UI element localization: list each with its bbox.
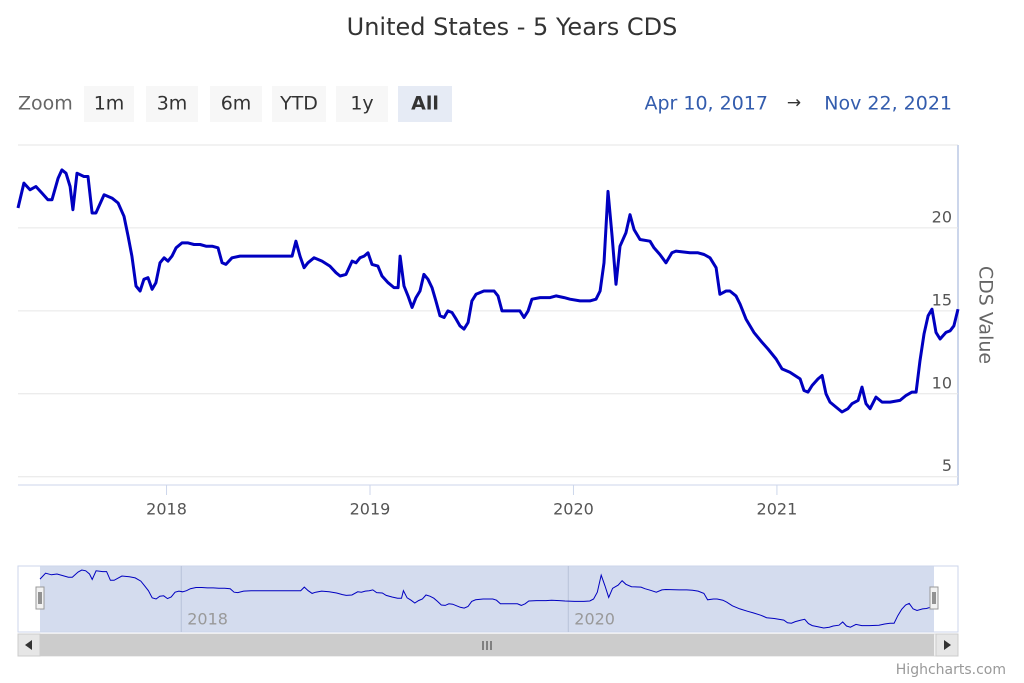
zoom-label: Zoom bbox=[18, 93, 73, 115]
y-tick-label: 5 bbox=[942, 456, 952, 475]
x-tick-label: 2018 bbox=[146, 500, 187, 519]
zoom-button-label[interactable]: All bbox=[411, 93, 439, 115]
navigator-handle[interactable] bbox=[929, 586, 939, 610]
scrollbar-right-arrow bbox=[944, 640, 951, 650]
y-tick-label: 15 bbox=[932, 290, 952, 309]
navigator-series bbox=[39, 569, 935, 629]
y-tick-label: 20 bbox=[932, 207, 952, 226]
zoom-button[interactable] bbox=[84, 86, 134, 122]
scrollbar-left-arrow bbox=[25, 640, 32, 650]
navigator-handle-grip bbox=[38, 592, 42, 604]
chart-title: United States - 5 Years CDS bbox=[347, 13, 678, 41]
range-arrow: → bbox=[787, 93, 801, 113]
navigator-tick-label: 2020 bbox=[574, 610, 615, 629]
navigator-handle[interactable] bbox=[35, 586, 45, 610]
range-to[interactable]: Nov 22, 2021 bbox=[824, 93, 952, 115]
navigator-tick-label: 2018 bbox=[187, 610, 228, 629]
x-tick-label: 2020 bbox=[553, 500, 594, 519]
zoom-button-label[interactable]: 3m bbox=[157, 93, 188, 115]
zoom-button[interactable] bbox=[398, 86, 452, 122]
zoom-button-label[interactable]: 1y bbox=[350, 93, 373, 115]
zoom-button-label[interactable]: YTD bbox=[279, 93, 318, 115]
credit[interactable]: Highcharts.com bbox=[896, 662, 1006, 678]
zoom-button-label[interactable]: 1m bbox=[94, 93, 125, 115]
x-tick-label: 2021 bbox=[757, 500, 798, 519]
y-axis-title: CDS Value bbox=[975, 266, 997, 364]
zoom-button[interactable] bbox=[272, 86, 326, 122]
zoom-button-label[interactable]: 6m bbox=[221, 93, 252, 115]
x-tick-label: 2019 bbox=[350, 500, 391, 519]
zoom-button[interactable] bbox=[210, 86, 262, 122]
y-tick-label: 10 bbox=[932, 373, 952, 392]
navigator-handle-grip bbox=[932, 592, 936, 604]
line-series bbox=[16, 168, 960, 414]
zoom-button[interactable] bbox=[336, 86, 388, 122]
scrollbar-grip bbox=[482, 641, 492, 650]
zoom-button[interactable] bbox=[146, 86, 198, 122]
range-from[interactable]: Apr 10, 2017 bbox=[644, 93, 768, 115]
